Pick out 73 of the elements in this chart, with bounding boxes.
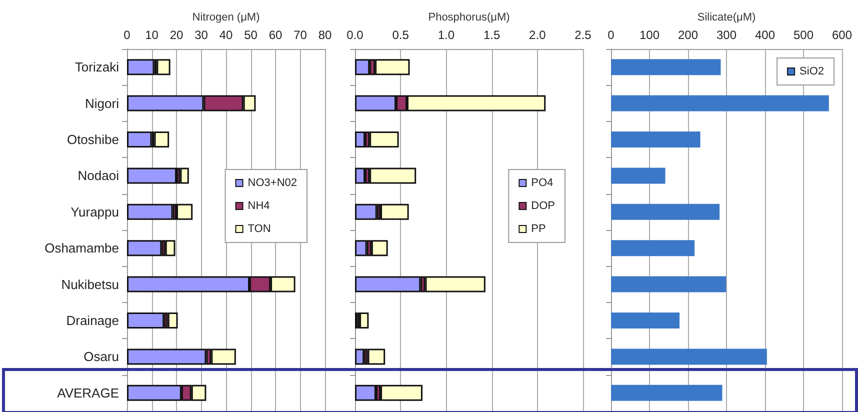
bar bbox=[176, 204, 193, 220]
x-tick-label: 0 bbox=[608, 28, 615, 42]
x-tick-label: 1.5 bbox=[483, 28, 500, 42]
x-tick-label: 20 bbox=[170, 28, 184, 42]
x-tick-label: 500 bbox=[793, 28, 814, 42]
x-tick-label: 10 bbox=[145, 28, 159, 42]
x-tick-label: 30 bbox=[194, 28, 208, 42]
bar bbox=[611, 95, 829, 112]
x-tick-label: 60 bbox=[268, 28, 282, 42]
bar bbox=[156, 59, 170, 76]
bar bbox=[127, 132, 152, 148]
bar bbox=[165, 240, 176, 256]
x-tick-label: 70 bbox=[294, 28, 308, 42]
bar bbox=[127, 168, 176, 184]
bar bbox=[611, 168, 666, 184]
legend-label: TON bbox=[248, 223, 271, 235]
x-tick-label: 0.5 bbox=[392, 28, 410, 42]
x-tick-label: 50 bbox=[244, 28, 258, 42]
x-tick-label: 40 bbox=[219, 28, 233, 42]
bar bbox=[611, 384, 722, 401]
bar bbox=[154, 132, 170, 148]
x-tick-label: 0 bbox=[124, 28, 131, 42]
bar bbox=[127, 312, 164, 328]
bar bbox=[611, 59, 721, 76]
legend-label: NH4 bbox=[248, 200, 270, 212]
bar bbox=[611, 276, 726, 292]
y-tick-label: Nukibetsu bbox=[61, 276, 119, 292]
legend-label: PO4 bbox=[531, 177, 554, 189]
x-tick-label: 2.5 bbox=[574, 28, 592, 42]
y-tick-label: AVERAGE bbox=[57, 385, 120, 400]
bar bbox=[127, 204, 173, 220]
y-tick-label: Otoshibe bbox=[66, 132, 119, 147]
y-tick-label: Torizaki bbox=[74, 60, 120, 75]
bar bbox=[611, 312, 680, 328]
y-tick-label: Yurappu bbox=[70, 204, 119, 220]
x-tick-label: 80 bbox=[318, 28, 332, 42]
bar bbox=[168, 312, 178, 328]
x-axis-title: Phosphorus(μM) bbox=[428, 12, 510, 24]
x-tick-label: 300 bbox=[716, 28, 737, 42]
bar bbox=[611, 132, 700, 148]
bar bbox=[355, 204, 377, 220]
bar bbox=[611, 240, 695, 256]
bar bbox=[355, 348, 364, 365]
bar bbox=[127, 59, 154, 76]
legend-label: SiO2 bbox=[800, 66, 824, 78]
x-tick-label: 0.0 bbox=[346, 28, 364, 42]
bar bbox=[368, 348, 386, 365]
legend-label: PP bbox=[531, 223, 546, 235]
y-tick-label: Nigori bbox=[85, 96, 120, 111]
legend-label: NO3+N02 bbox=[248, 177, 298, 189]
bar bbox=[355, 132, 366, 148]
bar bbox=[355, 276, 421, 292]
bar bbox=[180, 168, 189, 184]
y-tick-label: Nodaoi bbox=[78, 168, 120, 184]
legend-label: DOP bbox=[531, 200, 556, 212]
y-tick-label: Drainage bbox=[66, 313, 119, 328]
y-tick-label: Osaru bbox=[84, 349, 119, 364]
bar bbox=[360, 312, 369, 328]
x-axis-title: Silicate(μM) bbox=[697, 12, 756, 24]
x-tick-label: 2.0 bbox=[529, 28, 546, 42]
x-tick-label: 600 bbox=[832, 28, 852, 42]
x-tick-label: 400 bbox=[754, 28, 776, 42]
bar bbox=[380, 204, 409, 220]
x-tick-label: 1.0 bbox=[438, 28, 455, 42]
bar bbox=[611, 204, 720, 220]
bar bbox=[371, 240, 388, 256]
x-tick-label: 100 bbox=[639, 28, 660, 42]
bar bbox=[611, 348, 767, 365]
bar bbox=[355, 168, 366, 184]
bar bbox=[127, 240, 162, 256]
y-tick-label: Oshamambe bbox=[44, 240, 119, 256]
x-axis-title: Nitrogen (μM) bbox=[192, 12, 260, 24]
x-tick-label: 200 bbox=[678, 28, 698, 42]
